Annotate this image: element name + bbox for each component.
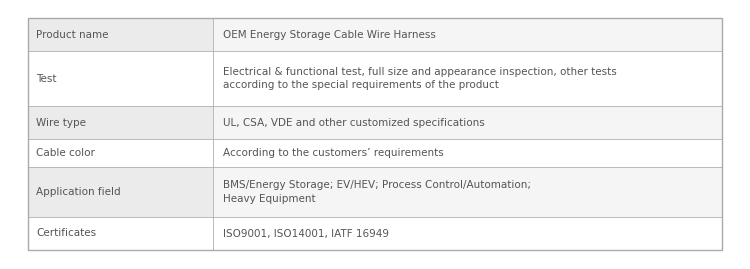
Bar — [28, 217, 213, 250]
Text: Product name: Product name — [36, 30, 109, 40]
Text: Certificates: Certificates — [36, 228, 96, 239]
Text: BMS/Energy Storage; EV/HEV; Process Control/Automation;
Heavy Equipment: BMS/Energy Storage; EV/HEV; Process Cont… — [223, 180, 531, 204]
Bar — [213, 217, 722, 250]
Bar — [28, 18, 213, 51]
Text: Electrical & functional test, full size and appearance inspection, other tests
a: Electrical & functional test, full size … — [223, 67, 616, 90]
Bar — [213, 167, 722, 217]
Text: UL, CSA, VDE and other customized specifications: UL, CSA, VDE and other customized specif… — [223, 118, 484, 128]
Text: According to the customers’ requirements: According to the customers’ requirements — [223, 148, 444, 158]
Bar — [28, 167, 213, 217]
Bar — [213, 106, 722, 139]
Text: Test: Test — [36, 73, 56, 83]
Bar — [28, 139, 213, 167]
Text: Application field: Application field — [36, 187, 121, 197]
Bar — [213, 139, 722, 167]
Bar — [28, 106, 213, 139]
Bar — [213, 18, 722, 51]
Bar — [28, 18, 722, 250]
Text: ISO9001, ISO14001, IATF 16949: ISO9001, ISO14001, IATF 16949 — [223, 228, 389, 239]
Text: Cable color: Cable color — [36, 148, 94, 158]
Text: OEM Energy Storage Cable Wire Harness: OEM Energy Storage Cable Wire Harness — [223, 30, 436, 40]
Bar — [213, 51, 722, 106]
Text: Wire type: Wire type — [36, 118, 86, 128]
Bar — [28, 51, 213, 106]
